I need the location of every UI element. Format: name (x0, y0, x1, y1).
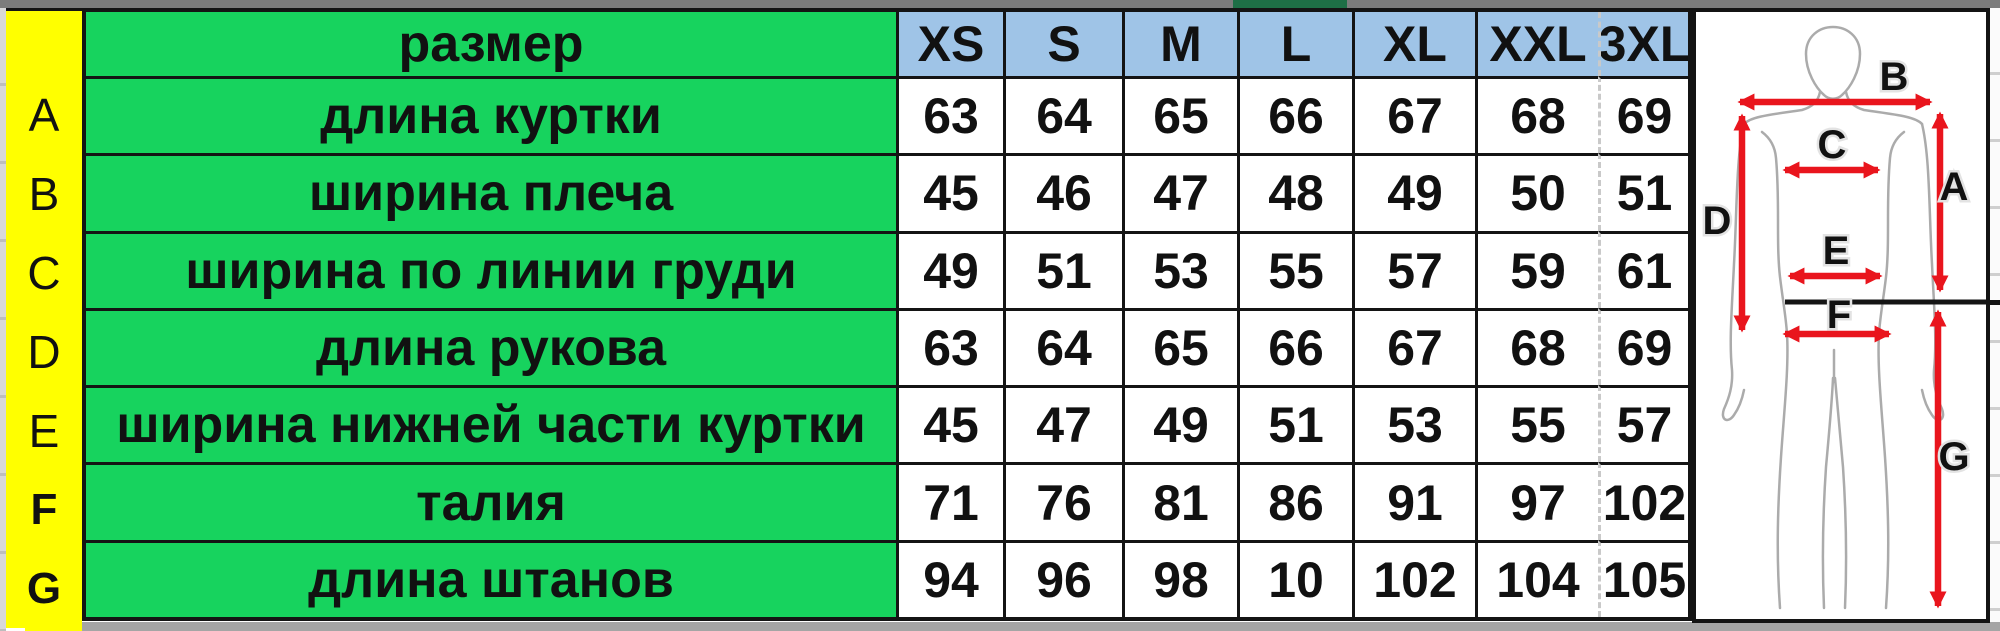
header-cell-m[interactable]: M (1122, 12, 1237, 76)
header-cell-xl[interactable]: XL (1352, 12, 1475, 76)
value-cell[interactable]: 98 (1122, 539, 1237, 617)
value-cell[interactable]: 51 (1237, 385, 1352, 463)
top-margin-strip (0, 0, 2000, 8)
value-cell[interactable]: 57 (1352, 230, 1475, 308)
value-cell[interactable]: 51 (1598, 153, 1688, 231)
value-cell[interactable]: 102 (1352, 539, 1475, 617)
measurement-name-cell[interactable]: ширина по линии груди (86, 230, 896, 308)
measurement-name-cell[interactable]: длина штанов (86, 539, 896, 617)
size-chart-table: размер XS S M L XL XXL 3XL длина куртки … (82, 8, 1692, 621)
value-cell[interactable]: 49 (1122, 385, 1237, 463)
figure-label-g: G (1938, 435, 1969, 479)
value-cell[interactable]: 68 (1475, 307, 1598, 386)
measurement-name-cell[interactable]: ширина плеча (86, 153, 896, 231)
value-cell[interactable]: 45 (896, 153, 1003, 231)
value-cell[interactable]: 71 (896, 462, 1003, 540)
value-cell[interactable]: 57 (1598, 385, 1688, 463)
value-cell[interactable]: 61 (1598, 230, 1688, 308)
value-cell[interactable]: 91 (1352, 462, 1475, 540)
row-letter-g[interactable]: G (26, 563, 62, 613)
figure-label-d: D (1703, 199, 1732, 243)
value-cell[interactable]: 47 (1122, 153, 1237, 231)
waist-line-extension (1986, 300, 2000, 305)
value-cell[interactable]: 104 (1475, 539, 1598, 617)
value-cell[interactable]: 76 (1003, 462, 1122, 540)
value-cell[interactable]: 86 (1237, 462, 1352, 540)
value-cell[interactable]: 50 (1475, 153, 1598, 231)
value-cell[interactable]: 81 (1122, 462, 1237, 540)
row-letter-c[interactable]: C (27, 246, 61, 299)
value-cell[interactable]: 94 (896, 539, 1003, 617)
row-letter-column: A B C D E F G (6, 8, 82, 628)
value-cell[interactable]: 65 (1122, 307, 1237, 386)
left-margin-strip (0, 8, 6, 631)
right-margin-strip (1990, 8, 2000, 631)
figure-label-e: E (1823, 229, 1850, 273)
top-strip-green-segment (1233, 0, 1347, 8)
header-cell-s[interactable]: S (1003, 12, 1122, 76)
figure-label-f: F (1827, 293, 1851, 337)
row-letter-b[interactable]: B (28, 167, 60, 220)
value-cell[interactable]: 67 (1352, 76, 1475, 154)
figure-label-c: C (1818, 123, 1847, 167)
letter-column-header-gap (6, 11, 82, 75)
value-cell[interactable]: 65 (1122, 76, 1237, 154)
measurement-name-cell[interactable]: длина куртки (86, 76, 896, 154)
value-cell[interactable]: 51 (1003, 230, 1122, 308)
value-cell[interactable]: 45 (896, 385, 1003, 463)
body-measurement-diagram: B A C D E F G (1692, 8, 1990, 623)
value-cell[interactable]: 49 (896, 230, 1003, 308)
measurement-arrows (1733, 93, 1949, 609)
value-cell[interactable]: 68 (1475, 76, 1598, 154)
value-cell[interactable]: 10 (1237, 539, 1352, 617)
header-cell-3xl[interactable]: 3XL (1598, 12, 1688, 76)
figure-label-b: B (1880, 55, 1909, 99)
value-cell[interactable]: 69 (1598, 76, 1688, 154)
value-cell[interactable]: 53 (1122, 230, 1237, 308)
header-cell-xxl[interactable]: XXL (1475, 12, 1598, 76)
row-letter-a[interactable]: A (28, 88, 60, 141)
header-cell-l[interactable]: L (1237, 12, 1352, 76)
value-cell[interactable]: 102 (1598, 462, 1688, 540)
value-cell[interactable]: 63 (896, 76, 1003, 154)
value-cell[interactable]: 97 (1475, 462, 1598, 540)
header-cell-razmer[interactable]: размер (86, 12, 896, 76)
value-cell[interactable]: 64 (1003, 76, 1122, 154)
row-letter-f[interactable]: F (30, 484, 58, 534)
value-cell[interactable]: 67 (1352, 307, 1475, 386)
value-cell[interactable]: 47 (1003, 385, 1122, 463)
row-letter-d[interactable]: D (27, 325, 61, 378)
value-cell[interactable]: 63 (896, 307, 1003, 386)
value-cell[interactable]: 49 (1352, 153, 1475, 231)
value-cell[interactable]: 59 (1475, 230, 1598, 308)
value-cell[interactable]: 69 (1598, 307, 1688, 386)
value-cell[interactable]: 48 (1237, 153, 1352, 231)
value-cell[interactable]: 53 (1352, 385, 1475, 463)
measurement-name-cell[interactable]: длина рукова (86, 307, 896, 386)
row-letter-e[interactable]: E (28, 404, 60, 457)
value-cell[interactable]: 66 (1237, 307, 1352, 386)
value-cell[interactable]: 55 (1237, 230, 1352, 308)
body-figure-svg: B A C D E F G (1700, 25, 1986, 610)
value-cell[interactable]: 96 (1003, 539, 1122, 617)
figure-label-a: A (1940, 165, 1969, 209)
value-cell[interactable]: 66 (1237, 76, 1352, 154)
value-cell[interactable]: 46 (1003, 153, 1122, 231)
value-cell[interactable]: 55 (1475, 385, 1598, 463)
measurement-name-cell[interactable]: ширина нижней части куртки (86, 385, 896, 463)
value-cell[interactable]: 64 (1003, 307, 1122, 386)
header-cell-xs[interactable]: XS (896, 12, 1003, 76)
measurement-name-cell[interactable]: талия (86, 462, 896, 540)
value-cell[interactable]: 105 (1598, 539, 1688, 617)
